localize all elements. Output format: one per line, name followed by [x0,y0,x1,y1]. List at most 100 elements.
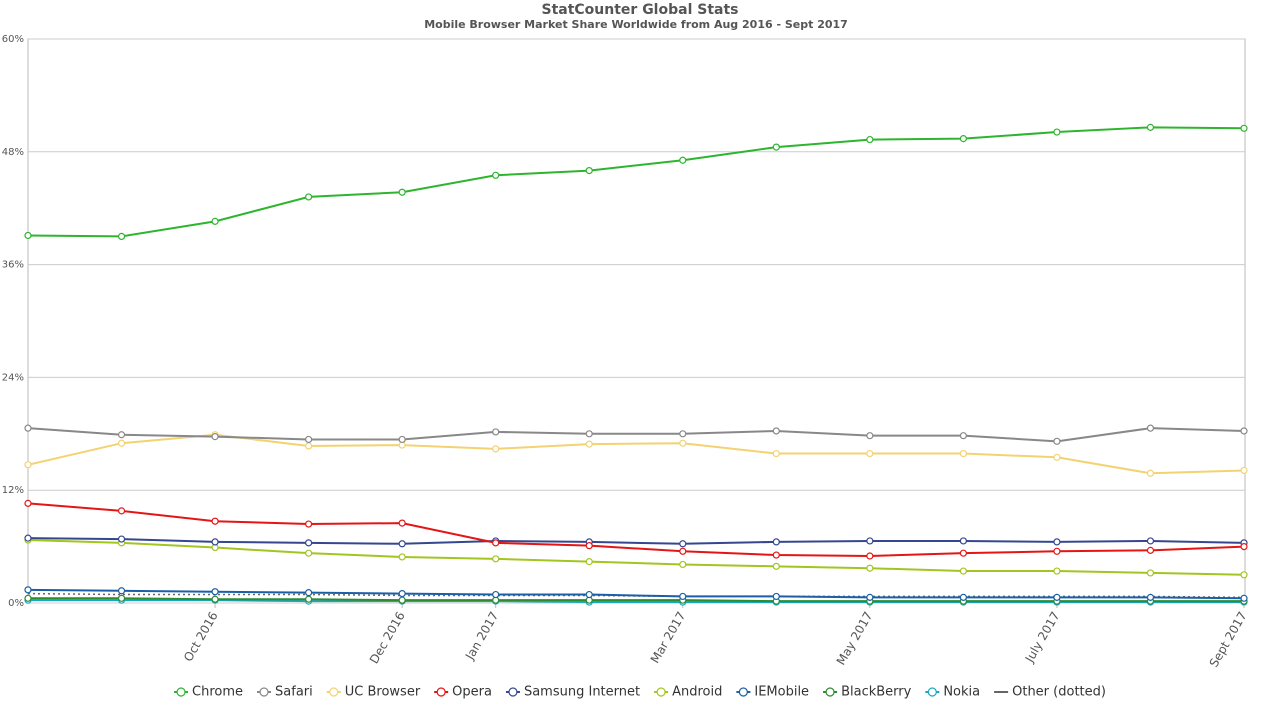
data-point [1053,567,1061,575]
data-point [211,517,219,525]
data-point [585,440,593,448]
series-line [27,537,1245,545]
data-point [305,435,313,444]
data-point [679,156,687,164]
data-point [1146,546,1155,554]
data-point [1146,469,1155,477]
data-point [117,535,126,543]
data-point [959,537,967,545]
legend: Chrome Safari UC Browser Opera Samsung Inter… [174,685,1106,700]
y-tick-label: 60% [2,34,24,45]
data-point [1146,123,1155,131]
data-point [211,217,219,225]
data-point [398,188,406,196]
data-point [24,424,32,432]
data-point [305,520,313,528]
data-point [959,567,967,575]
data-point [24,461,32,469]
legend-label: UC Browser [345,685,421,700]
data-point [492,590,500,599]
legend-marker [329,687,339,697]
data-point [1240,124,1248,132]
data-point [772,449,780,458]
data-point [1053,128,1061,136]
data-point [24,534,32,542]
x-tick-label: Oct 2016 [181,609,221,664]
data-point [866,537,874,545]
x-tick-label: May 2017 [834,609,876,667]
data-point [772,562,780,570]
y-tick-label: 24% [2,372,24,383]
legend-label: Safari [275,685,313,700]
chart-subtitle: Mobile Browser Market Share Worldwide fr… [424,18,848,31]
legend-label: Other (dotted) [1012,685,1106,700]
data-point [772,538,780,546]
legend-marker [738,687,748,697]
data-point [866,135,874,144]
legend-label: IEMobile [754,685,809,700]
y-tick-label: 36% [2,260,24,271]
data-point [679,430,687,438]
legend-label: BlackBerry [841,685,912,700]
data-point [1240,542,1248,551]
data-point [117,587,126,595]
legend-label: Opera [452,685,492,700]
series-line [27,427,1245,443]
series-line [27,539,1245,576]
data-point [679,560,687,569]
data-point [1146,537,1155,545]
data-point [492,539,500,547]
data-point [1053,437,1061,445]
legend-marker [259,687,269,697]
data-point [585,542,593,550]
data-point [772,592,780,601]
data-point [1240,594,1248,602]
data-point [398,589,406,598]
chart-title: StatCounter Global Stats [541,2,738,18]
data-point [117,439,126,447]
data-point [679,439,687,447]
data-point [866,552,874,560]
data-point [305,595,313,603]
data-point [959,593,967,601]
data-point [398,519,406,527]
data-point [492,428,500,436]
data-point [492,555,500,563]
legend-label: Android [672,685,722,700]
y-tick-label: 48% [2,147,24,158]
data-point [959,432,967,440]
data-point [772,551,780,559]
data-point [1240,427,1248,435]
legend-marker [436,687,446,697]
series-line [27,126,1245,238]
x-tick-label: July 2017 [1022,609,1063,665]
series-line [28,597,1244,603]
data-point [679,592,687,601]
data-point [305,442,313,450]
data-point [959,449,967,458]
data-point [585,590,593,599]
data-point [305,193,313,201]
data-point [959,549,967,557]
data-point [492,171,500,179]
data-point [398,435,406,444]
data-point [211,588,219,596]
plot-frame [27,38,1246,604]
data-point [772,143,780,151]
legend-label: Chrome [192,685,243,700]
legend-label: Nokia [943,685,980,700]
data-point [24,231,32,240]
data-point [117,507,126,515]
y-tick-label: 12% [2,485,24,496]
data-point [24,586,32,594]
series-line [27,588,1245,600]
data-point [398,596,406,604]
data-point [305,549,313,557]
legend-marker [656,687,666,697]
data-point [398,540,406,548]
y-tick-label: 0% [8,598,24,609]
data-point [1053,453,1061,461]
data-point [1146,424,1155,432]
